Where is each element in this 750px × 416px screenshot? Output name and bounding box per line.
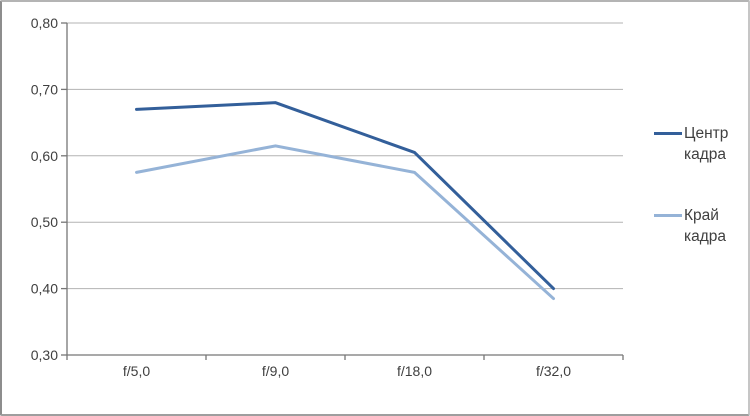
- series-line-1: [135, 144, 555, 301]
- legend-line-swatch-edge: [654, 214, 682, 217]
- legend-label-center: Центр кадра: [684, 125, 729, 163]
- legend-item-center: Центр кадра: [654, 123, 742, 165]
- chart-legend: Центр кадра Край кадра: [654, 2, 748, 414]
- x-tick-label: f/18,0: [397, 363, 432, 379]
- y-tick-label: 0,60: [31, 148, 58, 164]
- series-line-0: [135, 101, 555, 291]
- legend-label-edge: Край кадра: [684, 207, 727, 245]
- y-tick-label: 0,40: [31, 281, 58, 297]
- y-tick-label: 0,50: [31, 214, 58, 230]
- y-tick-label: 0,30: [31, 347, 58, 363]
- legend-item-edge: Край кадра: [654, 205, 742, 247]
- y-tick-label: 0,80: [31, 15, 58, 31]
- x-tick-label: f/9,0: [262, 363, 289, 379]
- x-tick-label: f/5,0: [123, 363, 150, 379]
- y-tick-label: 0,70: [31, 81, 58, 97]
- legend-line-swatch-center: [654, 132, 682, 135]
- x-tick-label: f/32,0: [536, 363, 571, 379]
